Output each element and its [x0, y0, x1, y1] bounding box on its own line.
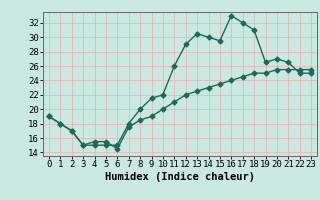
X-axis label: Humidex (Indice chaleur): Humidex (Indice chaleur)	[105, 172, 255, 182]
